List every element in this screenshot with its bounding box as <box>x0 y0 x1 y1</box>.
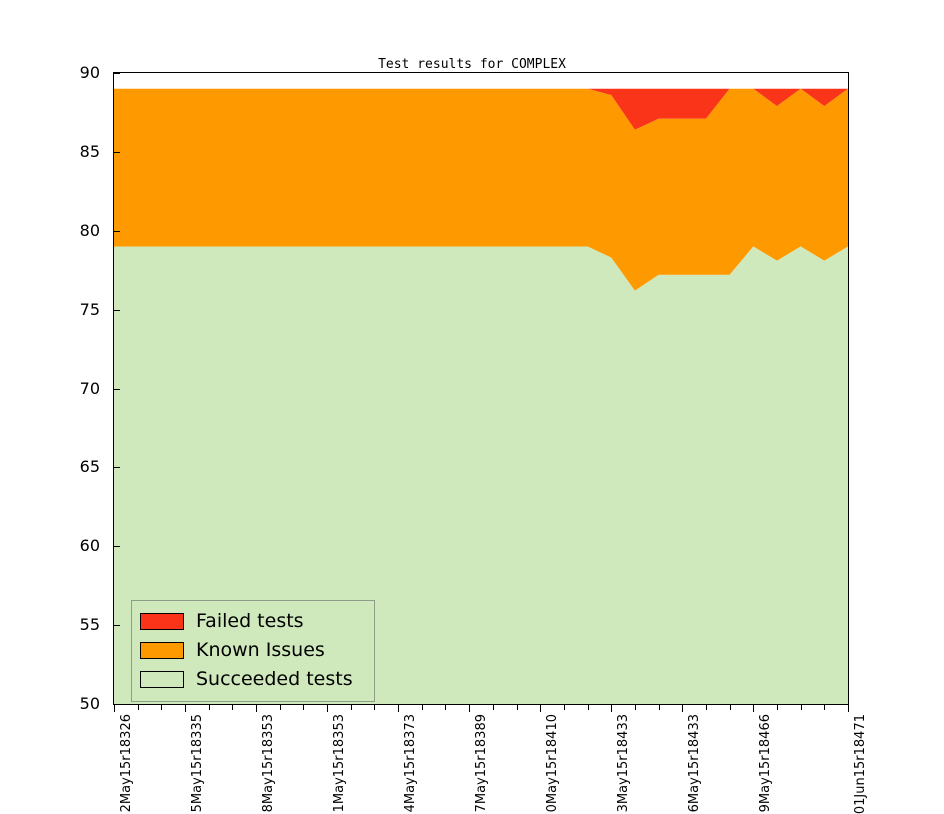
x-tick-mark <box>469 705 470 712</box>
y-tick-mark <box>113 704 120 705</box>
y-tick-mark <box>113 389 120 390</box>
y-tick-label: 65 <box>79 457 100 476</box>
y-tick-mark <box>113 310 120 311</box>
x-tick-mark <box>611 705 612 712</box>
y-tick-mark <box>113 152 120 153</box>
x-tick-mark <box>564 705 565 710</box>
x-tick-mark <box>659 705 660 710</box>
x-tick-mark <box>517 705 518 710</box>
legend-swatch-known-issues <box>140 642 184 659</box>
legend-label-known-issues: Known Issues <box>196 639 325 661</box>
legend-swatch-failed-tests <box>140 613 184 630</box>
x-tick-mark <box>445 705 446 710</box>
x-tick-mark <box>327 705 328 712</box>
x-tick-label: 9May15r18466 <box>758 714 774 813</box>
legend-label-failed-tests: Failed tests <box>196 610 304 632</box>
stacked-area-plot <box>114 88 848 704</box>
x-tick-mark <box>138 705 139 710</box>
x-tick-mark <box>848 705 849 712</box>
chart-canvas: Test results for COMPLEX 50 55 60 65 70 75 80 8… <box>79 57 868 814</box>
y-tick-label: 80 <box>79 221 100 240</box>
legend-item-succeeded-tests: Succeeded tests <box>140 665 366 694</box>
x-tick-mark <box>753 705 754 712</box>
x-tick-mark <box>682 705 683 712</box>
x-tick-label: 0May15r18410 <box>545 714 561 813</box>
y-tick-mark <box>113 231 120 232</box>
x-tick-label: 01Jun15r18471 <box>853 714 868 814</box>
y-tick-mark <box>113 73 120 74</box>
x-tick-mark <box>303 705 304 710</box>
legend-item-failed-tests: Failed tests <box>140 607 366 636</box>
y-tick-label: 60 <box>79 536 100 555</box>
x-tick-mark <box>730 705 731 710</box>
x-tick-mark <box>209 705 210 710</box>
legend-swatch-succeeded-tests <box>140 671 184 688</box>
x-tick-mark <box>540 705 541 712</box>
x-tick-mark <box>374 705 375 710</box>
legend-label-succeeded-tests: Succeeded tests <box>196 668 353 690</box>
area-succeeded-tests <box>114 246 848 704</box>
x-tick-mark <box>801 705 802 710</box>
y-tick-label: 85 <box>79 142 100 161</box>
y-tick-label: 50 <box>79 694 100 713</box>
x-tick-mark <box>777 705 778 710</box>
y-tick-label: 55 <box>79 615 100 634</box>
x-tick-mark <box>635 705 636 710</box>
chart-title: Test results for COMPLEX <box>378 57 566 72</box>
x-tick-label: 5May15r18335 <box>190 714 206 813</box>
x-tick-mark <box>588 705 589 710</box>
x-tick-mark <box>398 705 399 712</box>
x-tick-mark <box>351 705 352 710</box>
x-tick-mark <box>256 705 257 712</box>
x-tick-mark <box>114 705 115 712</box>
x-tick-mark <box>824 705 825 710</box>
y-tick-label: 90 <box>79 63 100 82</box>
x-tick-mark <box>280 705 281 710</box>
x-tick-label: 3May15r18433 <box>616 714 632 813</box>
x-tick-label: 2May15r18326 <box>119 714 134 813</box>
x-tick-mark <box>185 705 186 712</box>
x-tick-mark <box>161 705 162 710</box>
x-tick-mark <box>493 705 494 710</box>
x-tick-label: 8May15r18353 <box>261 714 277 813</box>
plot-area <box>113 72 849 705</box>
chart-legend: Failed tests Known Issues Succeeded test… <box>131 600 375 702</box>
x-tick-mark <box>422 705 423 710</box>
x-tick-label: 4May15r18373 <box>403 714 419 813</box>
x-tick-label: 7May15r18389 <box>474 714 490 813</box>
y-tick-mark <box>113 546 120 547</box>
area-known-issues <box>114 88 848 291</box>
area-failed-tests <box>114 88 848 130</box>
y-tick-mark <box>113 467 120 468</box>
x-tick-label: 6May15r18433 <box>687 714 703 813</box>
y-tick-mark <box>113 625 120 626</box>
x-tick-mark <box>706 705 707 710</box>
y-tick-label: 70 <box>79 379 100 398</box>
y-tick-label: 75 <box>79 300 100 319</box>
legend-item-known-issues: Known Issues <box>140 636 366 665</box>
x-tick-label: 1May15r18353 <box>332 714 348 813</box>
x-tick-mark <box>232 705 233 710</box>
